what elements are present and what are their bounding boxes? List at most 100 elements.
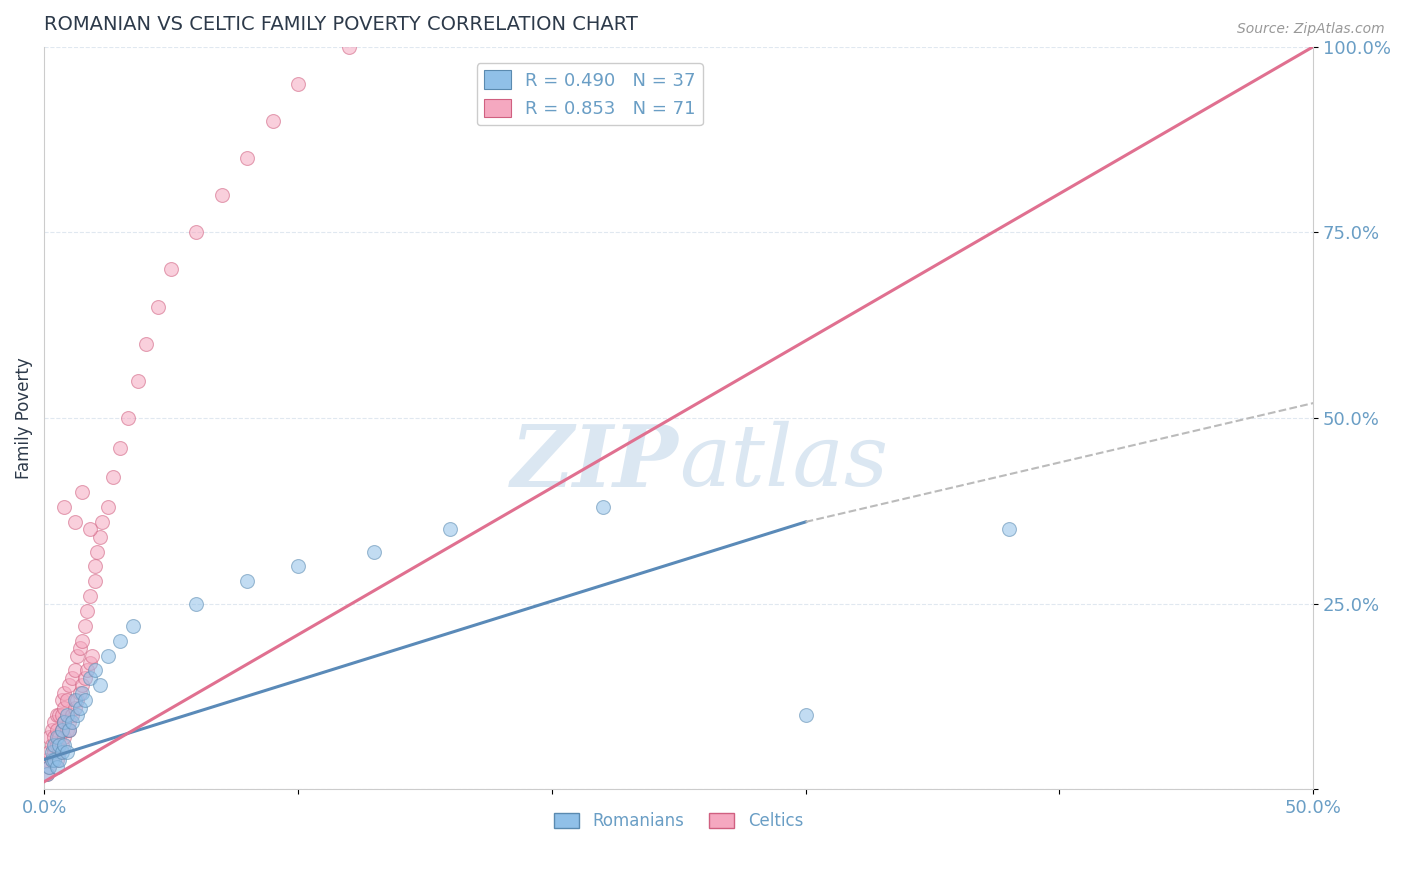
Point [63,664,86,678]
Point [51,738,73,752]
Point [127,374,149,388]
Point [51,745,73,759]
Point [66,708,89,723]
Point [63,693,86,707]
Point [997,522,1019,536]
Point [70,485,93,500]
Point [76,604,98,618]
Y-axis label: Family Poverty: Family Poverty [15,357,32,479]
Point [122,619,145,633]
Point [89,678,111,692]
Point [79,671,101,685]
Point [60,715,83,730]
Point [44,752,66,766]
Point [58,715,80,730]
Point [211,188,233,202]
Point [53,700,76,714]
Point [73,619,96,633]
Point [97,500,120,514]
Point [41,752,63,766]
Point [41,738,63,752]
Point [45,731,67,745]
Point [45,752,67,766]
Point [53,715,76,730]
Point [60,708,83,723]
Text: ZIP: ZIP [510,421,679,504]
Point [58,723,80,737]
Point [53,738,76,752]
Point [79,656,101,670]
Point [110,633,132,648]
Point [60,671,83,685]
Point [35,767,58,781]
Point [97,648,120,663]
Point [82,648,104,663]
Point [56,693,79,707]
Point [35,767,58,781]
Point [439,522,461,536]
Point [101,470,124,484]
Point [186,225,208,239]
Point [41,745,63,759]
Point [287,559,309,574]
Point [63,515,86,529]
Point [236,151,259,165]
Point [592,500,614,514]
Point [48,752,70,766]
Point [83,559,105,574]
Point [45,760,67,774]
Point [51,708,73,723]
Text: Source: ZipAtlas.com: Source: ZipAtlas.com [1237,22,1385,37]
Point [51,723,73,737]
Point [69,700,91,714]
Point [117,411,139,425]
Point [45,738,67,752]
Point [45,708,67,723]
Point [73,671,96,685]
Point [63,700,86,714]
Point [56,745,79,759]
Point [51,723,73,737]
Point [236,574,259,589]
Point [69,686,91,700]
Legend: Romanians, Celtics: Romanians, Celtics [547,805,810,837]
Point [58,678,80,692]
Point [48,745,70,759]
Point [91,515,114,529]
Point [53,731,76,745]
Point [48,708,70,723]
Point [45,723,67,737]
Point [794,708,817,723]
Point [83,664,105,678]
Point [73,693,96,707]
Point [38,745,60,759]
Point [79,589,101,603]
Point [51,693,73,707]
Text: atlas: atlas [679,421,887,504]
Point [110,441,132,455]
Point [337,39,360,54]
Point [53,686,76,700]
Point [53,715,76,730]
Point [48,731,70,745]
Point [76,664,98,678]
Point [160,262,183,277]
Point [44,745,66,759]
Point [44,715,66,730]
Point [44,731,66,745]
Point [70,686,93,700]
Point [148,300,170,314]
Point [89,530,111,544]
Point [38,731,60,745]
Point [135,336,157,351]
Point [48,738,70,752]
Point [41,752,63,766]
Point [70,633,93,648]
Point [186,597,208,611]
Point [38,760,60,774]
Point [70,678,93,692]
Point [69,641,91,656]
Point [44,738,66,752]
Point [58,723,80,737]
Point [363,544,385,558]
